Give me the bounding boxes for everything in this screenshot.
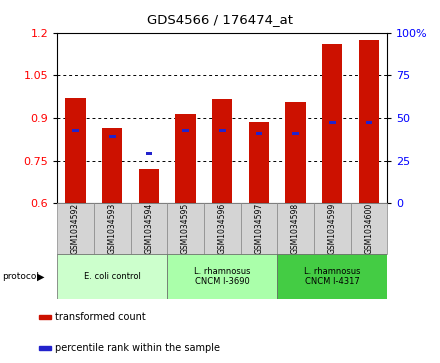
Bar bbox=[277, 203, 314, 254]
Text: GSM1034596: GSM1034596 bbox=[218, 203, 227, 254]
Bar bbox=[57, 254, 167, 299]
Bar bbox=[167, 203, 204, 254]
Bar bbox=[359, 40, 379, 203]
Bar bbox=[139, 169, 159, 203]
Bar bbox=[176, 114, 196, 203]
Bar bbox=[314, 203, 351, 254]
Text: ▶: ▶ bbox=[37, 272, 45, 282]
Text: GDS4566 / 176474_at: GDS4566 / 176474_at bbox=[147, 13, 293, 26]
Text: GSM1034595: GSM1034595 bbox=[181, 203, 190, 254]
Bar bbox=[109, 135, 116, 138]
Text: L. rhamnosus
CNCM I-4317: L. rhamnosus CNCM I-4317 bbox=[304, 267, 360, 286]
Bar bbox=[131, 203, 167, 254]
Text: protocol: protocol bbox=[2, 272, 39, 281]
Bar bbox=[39, 346, 51, 350]
Bar bbox=[366, 121, 372, 124]
Bar bbox=[351, 203, 387, 254]
Text: GSM1034594: GSM1034594 bbox=[144, 203, 154, 254]
Bar bbox=[72, 129, 79, 132]
Bar bbox=[102, 128, 122, 203]
Bar bbox=[57, 203, 94, 254]
Text: GSM1034593: GSM1034593 bbox=[108, 203, 117, 254]
Bar bbox=[39, 315, 51, 319]
Bar bbox=[146, 152, 152, 155]
Bar bbox=[322, 44, 342, 203]
Text: GSM1034599: GSM1034599 bbox=[328, 203, 337, 254]
Text: L. rhamnosus
CNCM I-3690: L. rhamnosus CNCM I-3690 bbox=[194, 267, 250, 286]
Bar bbox=[241, 203, 277, 254]
Bar bbox=[204, 203, 241, 254]
Bar bbox=[219, 129, 226, 132]
Bar bbox=[212, 99, 232, 203]
Bar bbox=[182, 129, 189, 132]
Text: GSM1034600: GSM1034600 bbox=[364, 203, 374, 254]
Text: percentile rank within the sample: percentile rank within the sample bbox=[55, 343, 220, 353]
Bar bbox=[292, 132, 299, 135]
Bar bbox=[94, 203, 131, 254]
Bar bbox=[249, 122, 269, 203]
Bar bbox=[256, 132, 262, 135]
Text: transformed count: transformed count bbox=[55, 312, 145, 322]
Text: E. coli control: E. coli control bbox=[84, 272, 141, 281]
Bar bbox=[167, 254, 277, 299]
Text: GSM1034598: GSM1034598 bbox=[291, 203, 300, 254]
Bar bbox=[277, 254, 387, 299]
Text: GSM1034597: GSM1034597 bbox=[254, 203, 264, 254]
Bar bbox=[66, 98, 86, 203]
Text: GSM1034592: GSM1034592 bbox=[71, 203, 80, 254]
Bar bbox=[329, 121, 336, 124]
Bar bbox=[286, 102, 306, 203]
